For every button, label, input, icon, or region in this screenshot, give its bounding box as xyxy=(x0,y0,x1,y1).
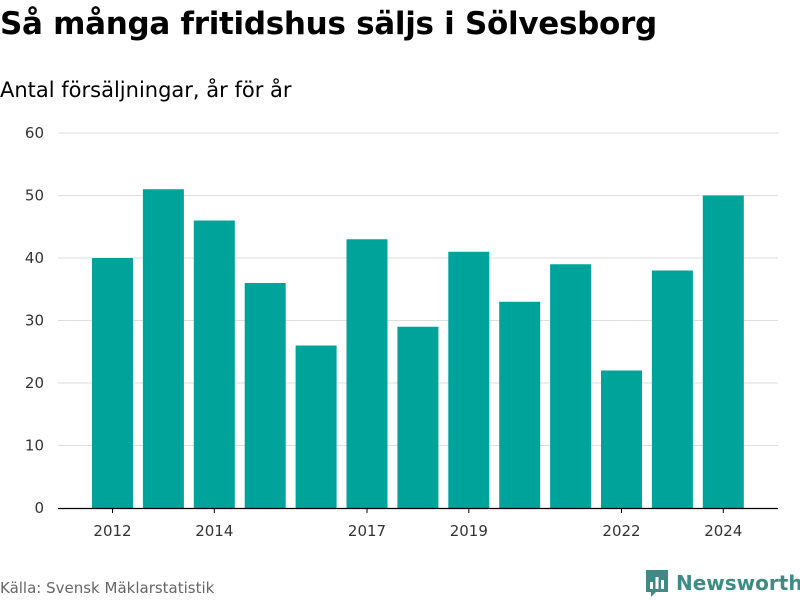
chart-subtitle: Antal försäljningar, år för år xyxy=(0,78,292,102)
y-tick-label: 40 xyxy=(25,249,44,267)
bar-2024 xyxy=(702,195,744,508)
bar-2020 xyxy=(499,301,541,508)
bar-2012 xyxy=(92,258,133,508)
bar-2017 xyxy=(346,239,388,508)
x-tick-label: 2014 xyxy=(195,522,233,540)
bar-2018 xyxy=(397,326,439,508)
y-tick-label: 0 xyxy=(34,499,44,517)
y-tick-label: 30 xyxy=(25,312,44,330)
bar-2022 xyxy=(601,370,642,508)
x-tick-label: 2019 xyxy=(450,522,488,540)
brand-logo: Newsworthy xyxy=(644,568,800,598)
bar-2016 xyxy=(295,345,337,508)
x-tick-label: 2022 xyxy=(602,522,640,540)
x-tick-label: 2024 xyxy=(704,522,742,540)
x-axis-ticks: 2012 2014 2017 2019 2022 2024 xyxy=(93,508,742,540)
y-tick-label: 60 xyxy=(25,124,44,142)
y-tick-label: 10 xyxy=(25,437,44,455)
brand-name: Newsworthy xyxy=(676,571,800,595)
bars xyxy=(92,189,744,508)
source-note: Källa: Svensk Mäklarstatistik xyxy=(0,579,215,597)
bar-2023 xyxy=(651,270,693,508)
bar-2015 xyxy=(244,283,286,508)
y-axis-labels: 0 10 20 30 40 50 60 xyxy=(25,124,44,517)
bar-2014 xyxy=(193,220,235,508)
y-tick-label: 20 xyxy=(25,374,44,392)
chart-title: Så många fritidshus säljs i Sölvesborg xyxy=(0,6,657,42)
bar-chart-logo-icon xyxy=(646,570,668,597)
bar-2021 xyxy=(550,264,592,508)
x-tick-label: 2017 xyxy=(348,522,386,540)
y-tick-label: 50 xyxy=(25,187,44,205)
x-tick-label: 2012 xyxy=(93,522,131,540)
bar-2013 xyxy=(142,189,184,508)
bar-2019 xyxy=(448,251,490,508)
